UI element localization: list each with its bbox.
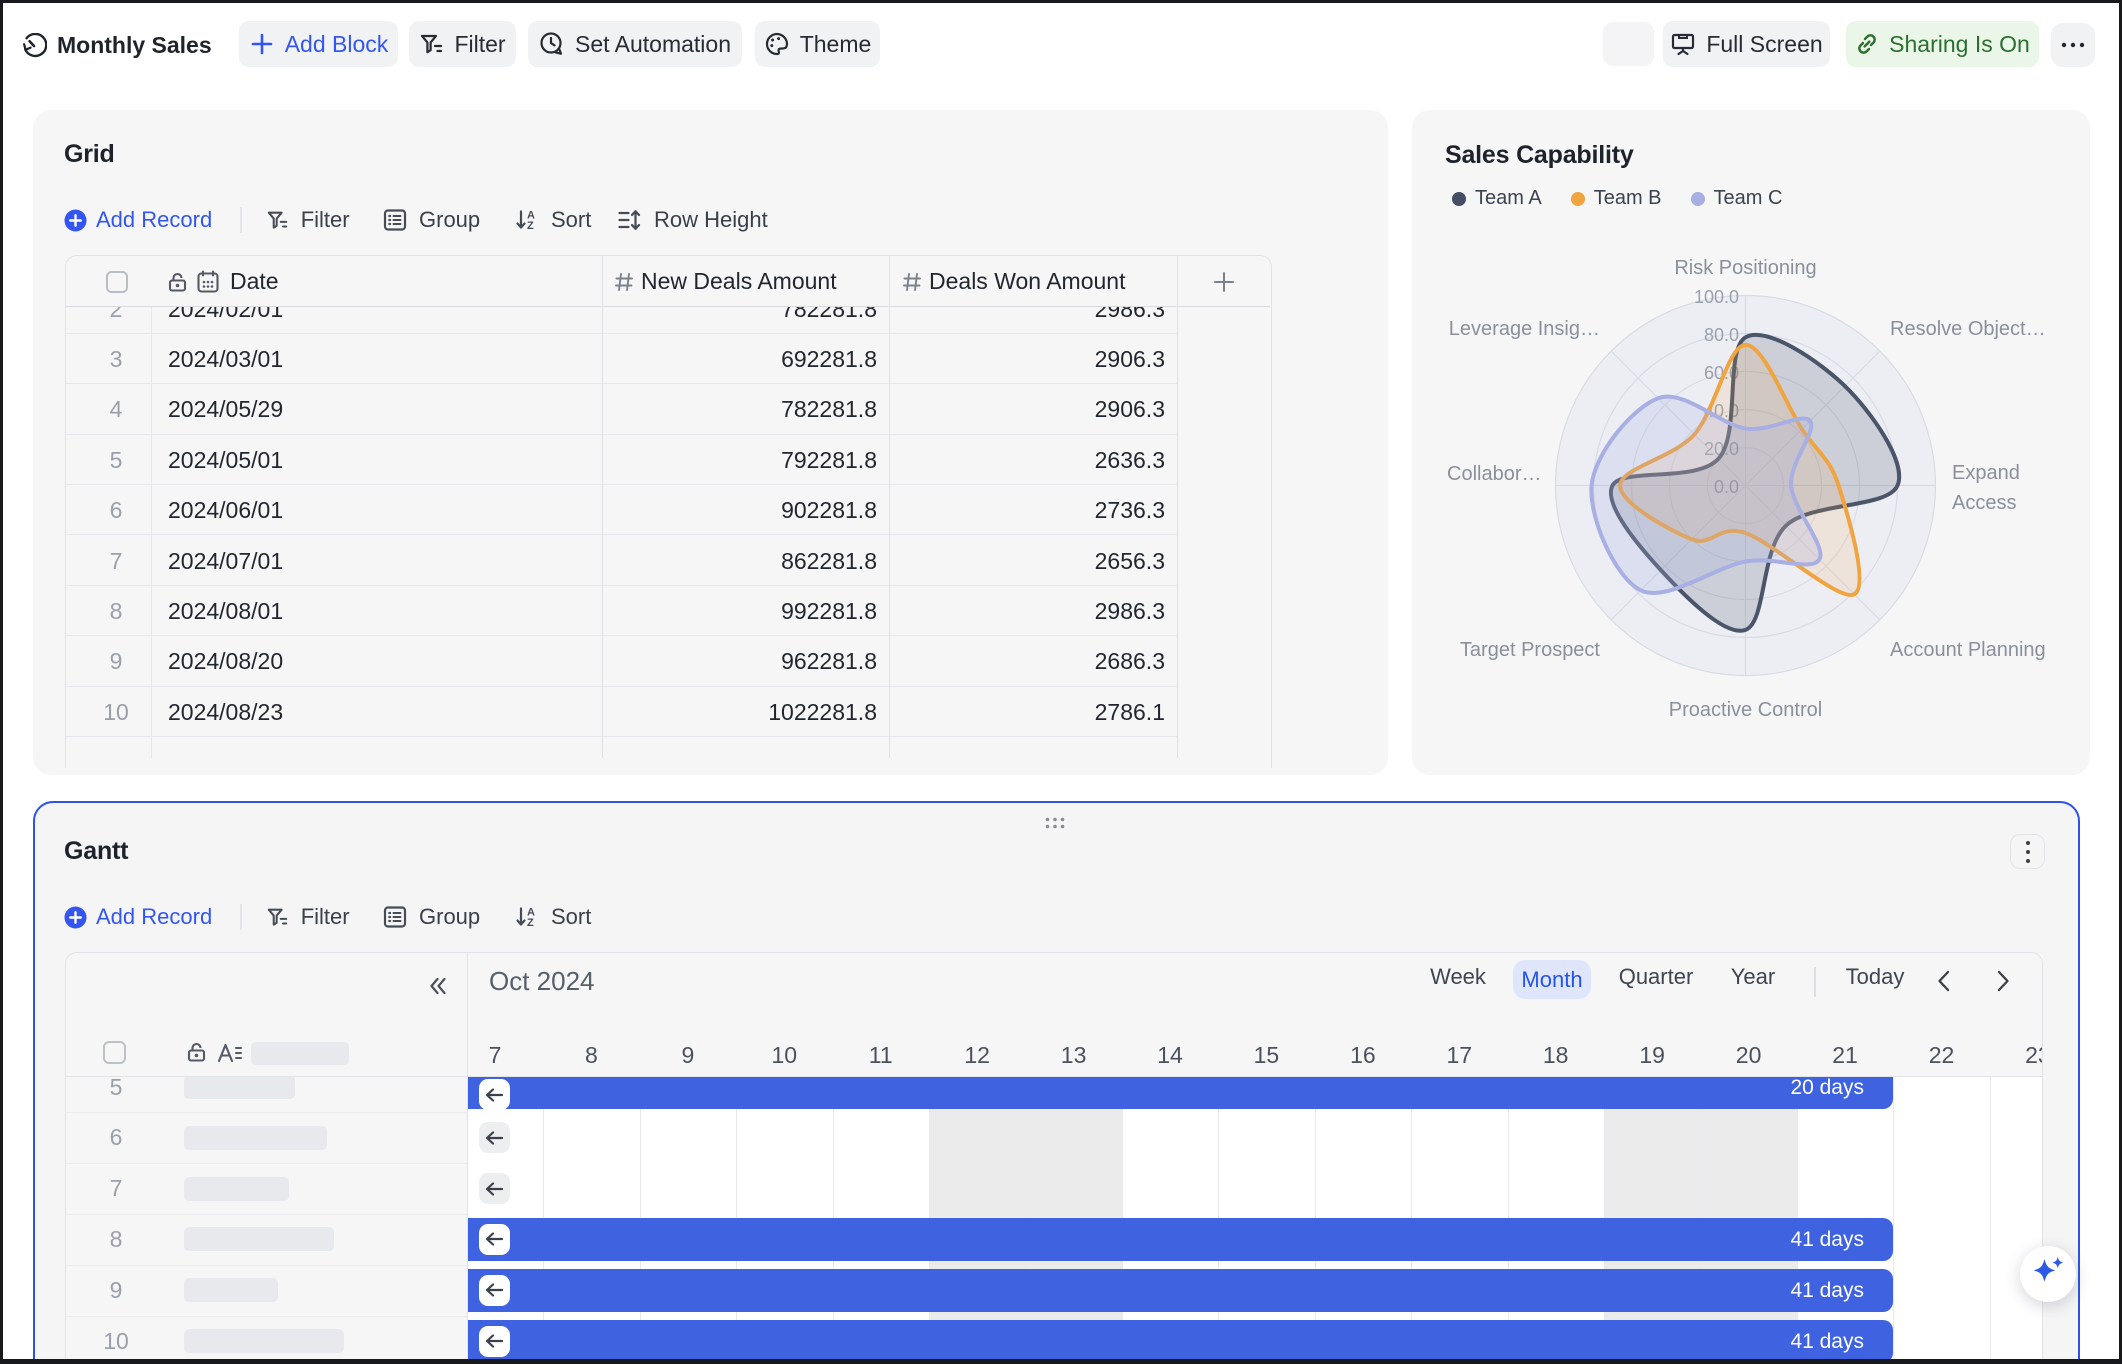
svg-text:100.0: 100.0 [1694, 287, 1739, 307]
svg-text:Collabor…: Collabor… [1447, 463, 1541, 485]
svg-text:Z: Z [527, 220, 534, 232]
svg-text:Access: Access [1952, 492, 2016, 514]
svg-text:Proactive Control: Proactive Control [1669, 699, 1822, 721]
svg-text:Resolve Object…: Resolve Object… [1890, 318, 2046, 340]
svg-text:0.0: 0.0 [1714, 477, 1739, 497]
svg-text:A: A [527, 210, 535, 222]
svg-text:Expand: Expand [1952, 462, 2020, 484]
svg-text:20.0: 20.0 [1704, 439, 1739, 459]
svg-text:Target Prospect: Target Prospect [1460, 639, 1601, 661]
svg-text:Leverage Insig…: Leverage Insig… [1449, 318, 1600, 340]
svg-text:Risk Positioning: Risk Positioning [1674, 257, 1816, 279]
svg-text:Account Planning: Account Planning [1890, 639, 2046, 661]
svg-text:60.0: 60.0 [1704, 363, 1739, 383]
svg-text:80.0: 80.0 [1704, 325, 1739, 345]
svg-text:Z: Z [527, 917, 534, 929]
svg-text:A: A [527, 907, 535, 919]
